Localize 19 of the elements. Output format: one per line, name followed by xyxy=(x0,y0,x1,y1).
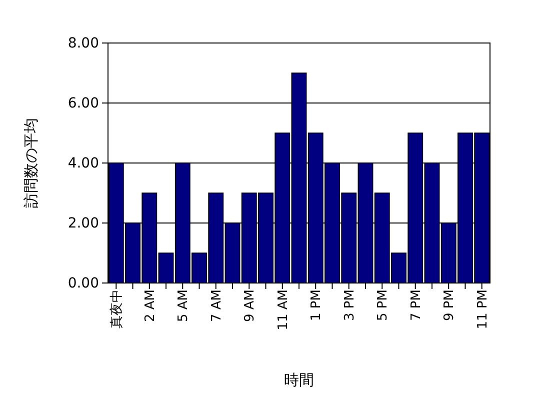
y-tick-label: 8.00 xyxy=(68,35,99,52)
x-tick-label: 真夜中 xyxy=(108,290,125,328)
y-tick-label: 4.00 xyxy=(68,155,99,172)
x-axis-title: 時間 xyxy=(284,371,314,389)
x-tick-label: 3 PM xyxy=(342,290,358,321)
x-tick-label: 5 PM xyxy=(376,290,391,321)
y-tick-label: 0.00 xyxy=(68,275,99,292)
y-axis-title: 訪問数の平均 xyxy=(22,118,40,208)
x-tick-label: 5 AM xyxy=(176,290,192,322)
y-tick-label: 2.00 xyxy=(68,215,99,232)
x-tick-label: 1 PM xyxy=(309,290,324,321)
x-tick-label: 7 PM xyxy=(408,290,424,321)
x-tick-label: 11 AM xyxy=(276,290,291,330)
x-tick-label: 2 AM xyxy=(142,290,158,322)
y-tick-label: 6.00 xyxy=(68,95,99,112)
x-tick-label: 7 AM xyxy=(209,290,224,322)
x-tick-label: 11 PM xyxy=(475,290,490,330)
x-tick-label: 9 AM xyxy=(242,290,258,322)
x-tick-label: 9 PM xyxy=(442,290,458,321)
